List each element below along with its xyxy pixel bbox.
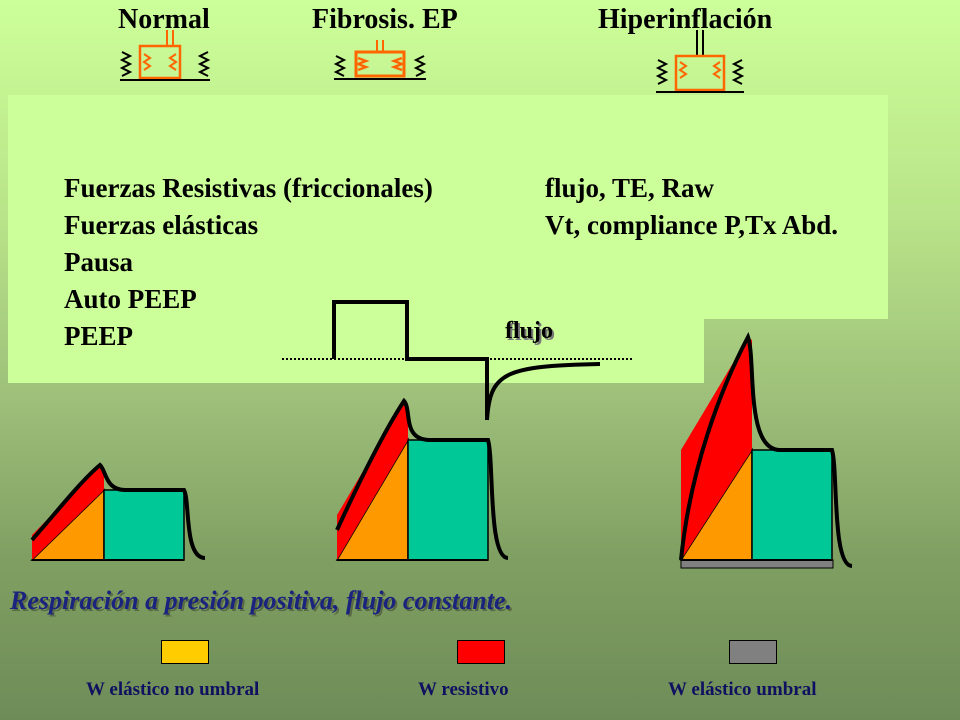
force-peep: PEEP xyxy=(64,321,134,351)
legend-swatch-resistive xyxy=(457,640,505,664)
force-pause: Pausa xyxy=(64,247,134,277)
lung-unit-fibrosis-icon xyxy=(333,40,427,80)
flow-waveform xyxy=(282,300,632,421)
legend-swatch-elastic-threshold xyxy=(729,640,777,664)
lung-unit-hyperinflation-icon xyxy=(655,30,745,93)
legend-swatch-elastic-non-threshold xyxy=(161,640,209,664)
force-elastic: Fuerzas elásticas xyxy=(64,210,259,240)
pressure-curve-hyperinflation xyxy=(679,331,853,569)
flow-label: flujo xyxy=(505,318,553,344)
lung-unit-normal-icon xyxy=(119,30,211,81)
pressure-curve-fibrosis xyxy=(335,397,509,561)
heading-fibrosis: Fibrosis. EP xyxy=(312,4,458,35)
heading-hiperinflacion: Hiperinflación xyxy=(598,4,773,35)
info-panel-lower xyxy=(8,319,704,383)
legend-label-resistive: W resistivo xyxy=(418,679,509,700)
legend-label-elastic-non-threshold: W elástico no umbral xyxy=(86,679,260,700)
determinant-elastic: Vt, compliance P,Tx Abd. xyxy=(545,210,839,240)
legend-label-elastic-threshold: W elástico umbral xyxy=(668,679,817,700)
info-panel xyxy=(8,95,888,319)
force-auto-peep: Auto PEEP xyxy=(64,284,197,314)
pressure-curve-normal xyxy=(30,462,206,561)
heading-normal: Normal xyxy=(118,4,210,35)
force-resistive: Fuerzas Resistivas (friccionales) xyxy=(64,173,433,203)
caption: Respiración a presión positiva, flujo co… xyxy=(10,586,512,615)
determinant-resistive: flujo, TE, Raw xyxy=(545,173,715,203)
